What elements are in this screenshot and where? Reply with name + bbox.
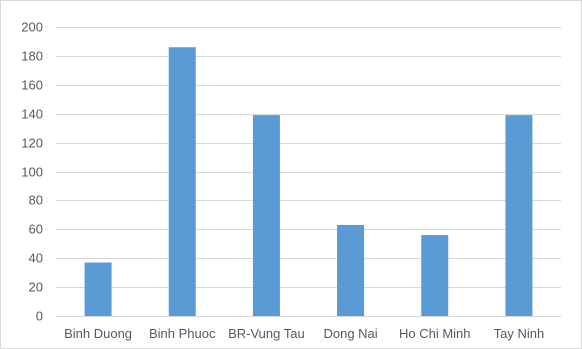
- gridlines: [56, 27, 561, 317]
- y-tick-label: 140: [21, 107, 43, 122]
- y-tick-label: 100: [21, 165, 43, 180]
- bar-br-vung-tau: [252, 115, 280, 317]
- bar-ho-chi-minh: [421, 235, 449, 316]
- bar-binh-phuoc: [168, 47, 196, 316]
- bars: [84, 47, 533, 317]
- x-tick-label: Tay Ninh: [494, 326, 545, 341]
- y-tick-label: 60: [29, 222, 43, 237]
- x-axis-tick-labels: Binh Duong Binh Phuoc BR-Vung Tau Dong Nai H…: [64, 326, 544, 341]
- y-axis-tick-labels: 0 20 40 60 80 100 120 140 160 180 200: [21, 20, 43, 324]
- y-tick-label: 0: [36, 309, 43, 324]
- y-tick-label: 20: [29, 280, 43, 295]
- y-tick-label: 80: [29, 193, 43, 208]
- y-tick-label: 200: [21, 20, 43, 35]
- bar-tay-ninh: [505, 115, 533, 317]
- y-tick-label: 180: [21, 49, 43, 64]
- y-tick-label: 120: [21, 136, 43, 151]
- y-tick-label: 160: [21, 78, 43, 93]
- x-tick-label: Binh Duong: [64, 326, 132, 341]
- x-tick-label: Dong Nai: [323, 326, 377, 341]
- y-tick-label: 40: [29, 251, 43, 266]
- x-tick-label: Ho Chi Minh: [399, 326, 471, 341]
- bar-dong-nai: [337, 224, 365, 316]
- bar-binh-duong: [84, 262, 112, 316]
- x-tick-label: Binh Phuoc: [149, 326, 216, 341]
- x-tick-label: BR-Vung Tau: [228, 326, 305, 341]
